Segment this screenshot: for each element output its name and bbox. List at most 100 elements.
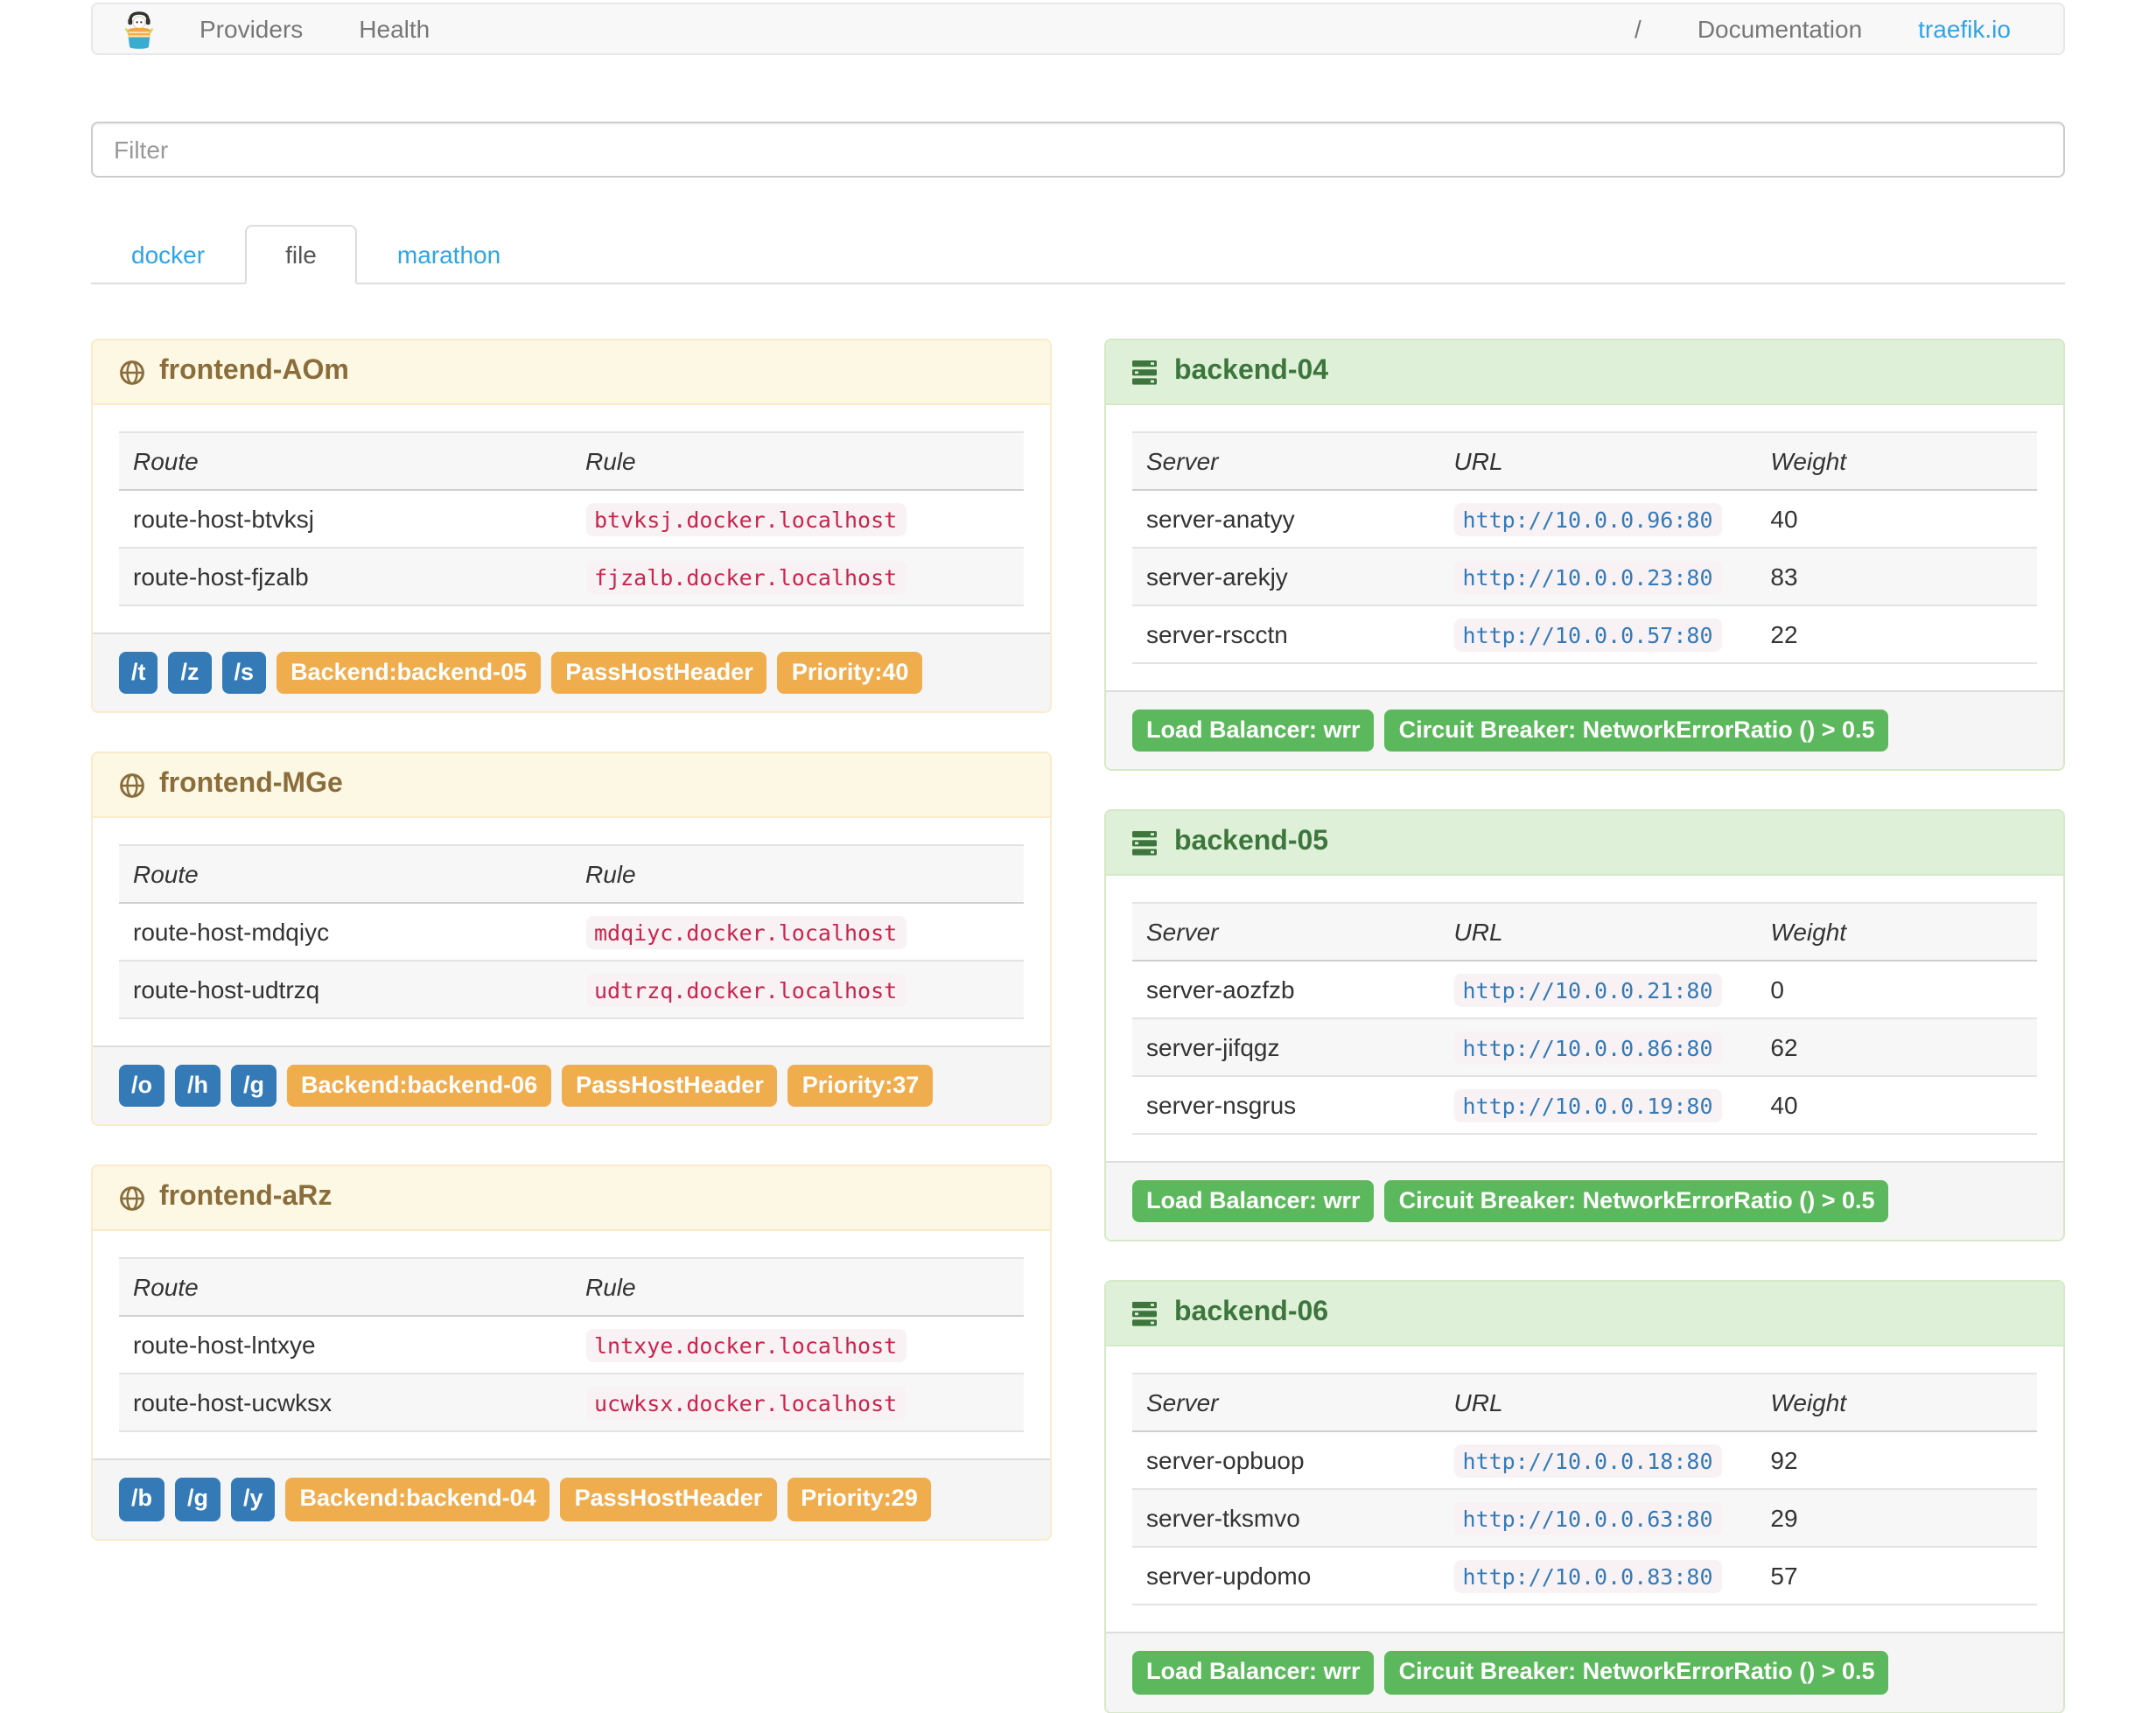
navbar: Providers Health / Documentation traefik… [91, 3, 2065, 55]
url-code: http://10.0.0.57:80 [1453, 619, 1722, 652]
backend-table-body: server-anatyy http://10.0.0.96:80 40 server… [1132, 490, 2037, 664]
frontend-panel: frontend-AOm Route Rule route-host-btvksj bt… [91, 339, 1052, 714]
server-url-link[interactable]: http://10.0.0.18:80 [1453, 1444, 1722, 1479]
table-row: server-aozfzb http://10.0.0.21:80 0 [1132, 961, 2037, 1020]
weight-cell: 40 [1756, 1076, 2037, 1136]
table-row: route-host-fjzalb fjzalb.docker.localhost [119, 548, 1024, 606]
entrypoint-badge: /o [119, 1065, 164, 1108]
route-cell: route-host-mdqiyc [119, 903, 571, 962]
backend-table: Server URL Weight server-anatyy http://10.0.… [1132, 431, 2037, 664]
frontend-panel-heading: frontend-aRz [93, 1166, 1050, 1232]
backend-tag-badge: Load Balancer: wrr [1132, 1180, 1375, 1223]
frontend-table-head: Route Rule [119, 431, 1024, 491]
tab-file[interactable]: file [245, 225, 357, 284]
server-cell: server-jifqgz [1132, 1018, 1440, 1078]
frontend-title: frontend-aRz [159, 1182, 332, 1213]
weight-cell: 83 [1756, 548, 2037, 606]
url-code: http://10.0.0.23:80 [1453, 561, 1722, 594]
frontend-title: frontend-MGe [159, 769, 343, 800]
entrypoint-badge: /t [119, 652, 158, 695]
server-url-link[interactable]: http://10.0.0.57:80 [1453, 619, 1722, 652]
nav-link-path[interactable]: / [1634, 15, 1642, 43]
table-row: route-host-mdqiyc mdqiyc.docker.localhost [119, 903, 1024, 962]
url-cell: http://10.0.0.96:80 [1439, 490, 1757, 549]
server-url-link[interactable]: http://10.0.0.19:80 [1453, 1089, 1722, 1123]
frontend-table-head: Route Rule [119, 844, 1024, 905]
server-url-link[interactable]: http://10.0.0.96:80 [1453, 503, 1722, 536]
frontend-table-body: route-host-btvksj btvksj.docker.localhost… [119, 490, 1024, 606]
server-cell: server-tksmvo [1132, 1489, 1440, 1549]
server-url-link[interactable]: http://10.0.0.23:80 [1453, 561, 1722, 594]
content-row: frontend-AOm Route Rule route-host-btvksj bt… [91, 339, 2065, 1713]
table-row: server-anatyy http://10.0.0.96:80 40 [1132, 490, 2037, 549]
server-url-link[interactable]: http://10.0.0.63:80 [1453, 1502, 1722, 1536]
column-header-url: URL [1439, 1373, 1757, 1433]
traefik-logo[interactable] [124, 9, 172, 49]
table-header-row: Route Rule [119, 431, 1024, 491]
url-code: http://10.0.0.83:80 [1453, 1560, 1722, 1594]
column-header-rule: Rule [571, 844, 1024, 905]
frontend-table: Route Rule route-host-lntxye lntxye.docker.… [119, 1257, 1024, 1433]
globe-icon [119, 1185, 145, 1212]
frontend-tag-badge: Priority:29 [787, 1478, 932, 1521]
route-cell: route-host-lntxye [119, 1316, 571, 1375]
url-cell: http://10.0.0.57:80 [1439, 605, 1757, 664]
nav-link-health[interactable]: Health [359, 15, 430, 43]
globe-icon [119, 359, 145, 385]
backend-panel: backend-05 Server URL Weight server-aozfzb ht… [1104, 809, 2065, 1242]
backend-panel-footer: Load Balancer: wrr Circuit Breaker: Netwo… [1106, 690, 2063, 770]
entrypoint-badge: /s [221, 652, 267, 695]
frontend-panel: frontend-aRz Route Rule route-host-lntxye ln… [91, 1164, 1052, 1541]
table-header-row: Route Rule [119, 844, 1024, 905]
column-header-route: Route [119, 431, 571, 491]
rule-cell: btvksj.docker.localhost [571, 490, 1024, 549]
table-row: server-nsgrus http://10.0.0.19:80 40 [1132, 1076, 2037, 1136]
entrypoint-badge: /g [175, 1478, 220, 1521]
frontend-tag-badge: PassHostHeader [560, 1478, 777, 1521]
entrypoint-badge: /z [168, 652, 212, 695]
traefik-mascot-icon [124, 9, 154, 49]
server-url-link[interactable]: http://10.0.0.86:80 [1453, 1031, 1722, 1066]
server-url-link[interactable]: http://10.0.0.21:80 [1453, 974, 1722, 1008]
backend-tag-badge: Circuit Breaker: NetworkErrorRatio () > … [1384, 710, 1889, 752]
nav-link-providers[interactable]: Providers [200, 15, 304, 43]
backend-table: Server URL Weight server-aozfzb http://10.0.… [1132, 902, 2037, 1136]
column-header-route: Route [119, 1257, 571, 1318]
url-cell: http://10.0.0.63:80 [1439, 1489, 1757, 1549]
backend-panel-footer: Load Balancer: wrr Circuit Breaker: Netwo… [1106, 1161, 2063, 1241]
weight-cell: 92 [1756, 1431, 2037, 1491]
url-cell: http://10.0.0.23:80 [1439, 548, 1757, 606]
server-cell: server-aozfzb [1132, 961, 1440, 1020]
rule-cell: mdqiyc.docker.localhost [571, 903, 1024, 962]
frontend-tag-badge: Backend:backend-04 [285, 1478, 550, 1521]
frontend-panel-body: Route Rule route-host-mdqiyc mdqiyc.docker.… [93, 818, 1050, 1045]
traefik-dashboard: Providers Health / Documentation traefik… [0, 3, 2156, 1713]
frontend-panel-footer: /b/g/y Backend:backend-04 PassHostHeader Pr… [93, 1458, 1050, 1539]
table-header-row: Server URL Weight [1132, 431, 2037, 491]
column-header-server: Server [1132, 431, 1440, 491]
nav-link-documentation[interactable]: Documentation [1697, 15, 1863, 43]
column-header-server: Server [1132, 1373, 1440, 1433]
frontend-title: frontend-AOm [159, 356, 349, 386]
table-row: route-host-lntxye lntxye.docker.localhost [119, 1316, 1024, 1375]
tab-docker[interactable]: docker [131, 241, 206, 269]
tab-marathon[interactable]: marathon [396, 241, 501, 269]
provider-tabs: docker file marathon [91, 225, 2065, 284]
weight-cell: 22 [1756, 605, 2037, 664]
server-cell: server-anatyy [1132, 490, 1440, 549]
url-code: http://10.0.0.18:80 [1453, 1444, 1722, 1479]
backend-tag-badge: Load Balancer: wrr [1132, 710, 1375, 752]
server-url-link[interactable]: http://10.0.0.83:80 [1453, 1560, 1722, 1594]
column-header-route: Route [119, 844, 571, 905]
weight-cell: 40 [1756, 490, 2037, 549]
filter-input[interactable] [91, 122, 2065, 178]
rule-code: mdqiyc.docker.localhost [585, 916, 906, 950]
route-cell: route-host-ucwksx [119, 1374, 571, 1433]
server-cell: server-opbuop [1132, 1431, 1440, 1491]
frontend-table-body: route-host-lntxye lntxye.docker.localhost… [119, 1316, 1024, 1433]
globe-icon [119, 772, 145, 798]
rule-cell: fjzalb.docker.localhost [571, 548, 1024, 606]
nav-link-traefik-io[interactable]: traefik.io [1918, 15, 2011, 43]
table-row: server-tksmvo http://10.0.0.63:80 29 [1132, 1489, 2037, 1549]
frontend-tag-badge: Backend:backend-06 [287, 1065, 552, 1108]
